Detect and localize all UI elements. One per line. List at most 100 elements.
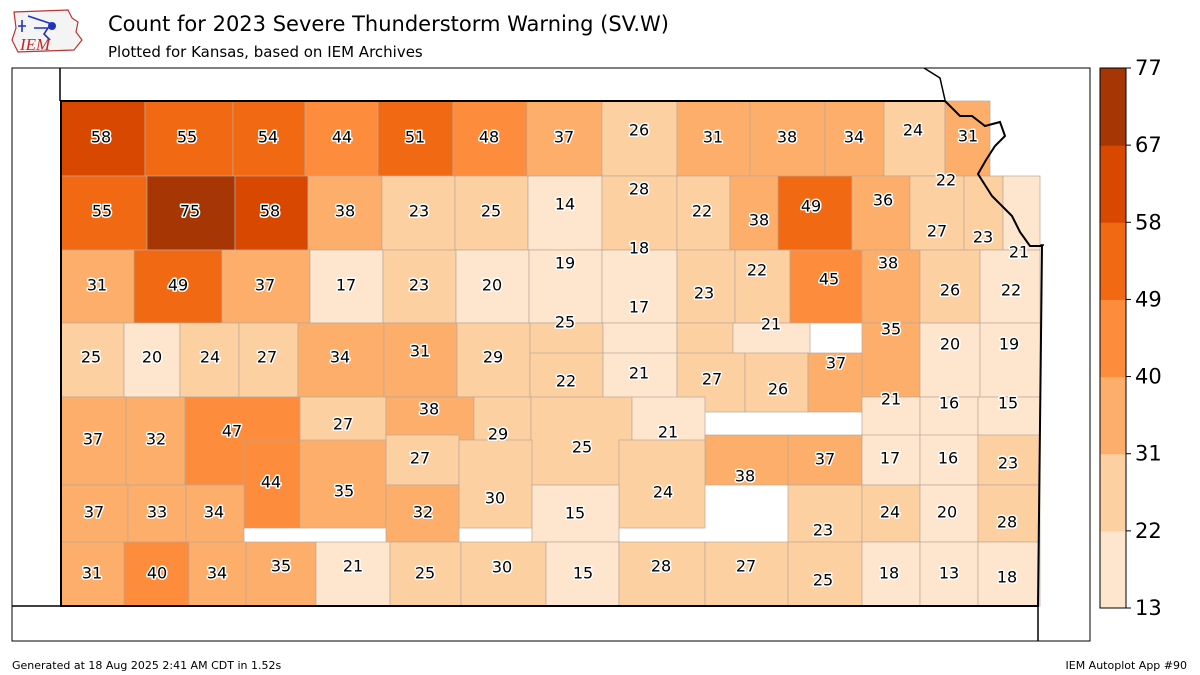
county-value-label: 34 xyxy=(844,128,864,147)
county-shape xyxy=(307,175,383,251)
county-value-label: 49 xyxy=(168,276,188,295)
county-value-label: 44 xyxy=(332,128,352,147)
county-shape xyxy=(787,434,863,486)
county-value-label: 24 xyxy=(653,483,673,502)
county-shape xyxy=(127,484,187,543)
county-value-label: 22 xyxy=(692,202,712,221)
county-shape xyxy=(528,249,603,324)
county-value-label: 32 xyxy=(146,430,166,449)
county-value-label: 24 xyxy=(880,503,900,522)
county-value-label: 30 xyxy=(485,489,505,508)
county-shape xyxy=(452,100,528,177)
county-value-label: 31 xyxy=(87,276,107,295)
county-value-label: 27 xyxy=(333,415,353,434)
county-shape xyxy=(824,100,885,177)
county-value-label: 23 xyxy=(973,228,993,247)
county-shape xyxy=(60,541,125,607)
county-shape xyxy=(601,249,678,324)
colorbar-tick-label: 22 xyxy=(1135,519,1162,543)
county-value-label: 75 xyxy=(180,202,200,221)
county-shape xyxy=(919,434,979,486)
county-value-label: 38 xyxy=(735,467,755,486)
colorbar-segment xyxy=(1100,222,1126,300)
county-shape xyxy=(919,541,979,607)
county-value-label: 23 xyxy=(813,521,833,540)
colorbar-tick-label: 13 xyxy=(1135,596,1162,620)
county-value-label: 30 xyxy=(492,558,512,577)
county-value-label: 27 xyxy=(736,557,756,576)
county-value-label: 48 xyxy=(479,128,499,147)
county-shape xyxy=(381,175,456,251)
county-shape xyxy=(618,541,706,607)
county-value-label: 26 xyxy=(940,281,960,300)
county-value-label: 34 xyxy=(204,503,224,522)
county-value-label: 22 xyxy=(1001,281,1021,300)
county-shape xyxy=(919,484,979,543)
county-value-label: 31 xyxy=(703,128,723,147)
county-value-label: 23 xyxy=(409,202,429,221)
county-value-label: 18 xyxy=(997,568,1017,587)
county-value-label: 22 xyxy=(936,171,956,190)
county-shape xyxy=(382,249,457,324)
county-shape xyxy=(460,541,547,607)
colorbar-tick-label: 77 xyxy=(1135,56,1162,80)
county-value-label: 37 xyxy=(554,128,574,147)
county-value-label: 19 xyxy=(555,254,575,273)
county-value-label: 25 xyxy=(81,348,101,367)
county-value-label: 27 xyxy=(410,449,430,468)
map-subtitle: Plotted for Kansas, based on IEM Archive… xyxy=(108,43,423,61)
county-shape xyxy=(234,175,309,251)
county-value-label: 58 xyxy=(91,128,111,147)
county-shape xyxy=(704,434,789,486)
county-value-label: 37 xyxy=(84,503,104,522)
county-shape xyxy=(977,484,1041,543)
colorbar-legend: 13 22 31 40 49 58 67 77 xyxy=(1100,56,1162,620)
county-value-label: 29 xyxy=(488,425,508,444)
county-value-label: 22 xyxy=(556,372,576,391)
county-value-label: 21 xyxy=(881,390,901,409)
county-value-label: 22 xyxy=(747,261,767,280)
county-value-label: 45 xyxy=(819,270,839,289)
county-value-label: 32 xyxy=(413,503,433,522)
app-id-label: IEM Autoplot App #90 xyxy=(1065,659,1188,672)
county-value-label: 55 xyxy=(177,128,197,147)
county-value-label: 23 xyxy=(409,276,429,295)
county-shape xyxy=(704,541,789,607)
county-shape xyxy=(545,541,620,607)
county-value-label: 18 xyxy=(879,564,899,583)
county-value-label: 38 xyxy=(878,254,898,273)
county-shape xyxy=(238,322,299,398)
colorbar-tick-label: 40 xyxy=(1135,365,1162,389)
county-shape xyxy=(979,249,1041,324)
map-title: Count for 2023 Severe Thunderstorm Warni… xyxy=(108,12,669,36)
county-value-label: 21 xyxy=(1009,243,1029,262)
county-shape xyxy=(456,322,531,398)
county-value-label: 40 xyxy=(147,564,167,583)
county-value-label: 54 xyxy=(258,128,278,147)
county-value-label: 28 xyxy=(997,513,1017,532)
map-frame xyxy=(11,67,1091,642)
county-shape xyxy=(454,175,529,251)
county-value-label: 58 xyxy=(260,202,280,221)
county-value-label: 27 xyxy=(927,222,947,241)
county-shape xyxy=(789,249,863,324)
county-shape xyxy=(315,541,391,607)
county-value-label: 28 xyxy=(651,557,671,576)
iem-logo: IEM xyxy=(11,9,83,54)
county-value-label: 15 xyxy=(565,504,585,523)
county-shape xyxy=(188,541,247,607)
county-shape xyxy=(729,175,779,251)
colorbar-segment xyxy=(1100,145,1126,223)
county-value-label: 19 xyxy=(999,335,1019,354)
county-shape xyxy=(60,396,127,486)
colorbar-segment xyxy=(1100,530,1126,609)
county-shape xyxy=(125,396,186,486)
county-shape xyxy=(144,100,234,177)
county-shape xyxy=(777,175,853,251)
colorbar-frame xyxy=(1099,67,1127,609)
county-value-label: 25 xyxy=(555,313,575,332)
county-value-label: 15 xyxy=(998,394,1018,413)
county-value-label: 37 xyxy=(255,276,275,295)
county-value-label: 20 xyxy=(482,276,502,295)
county-value-label: 27 xyxy=(702,370,722,389)
